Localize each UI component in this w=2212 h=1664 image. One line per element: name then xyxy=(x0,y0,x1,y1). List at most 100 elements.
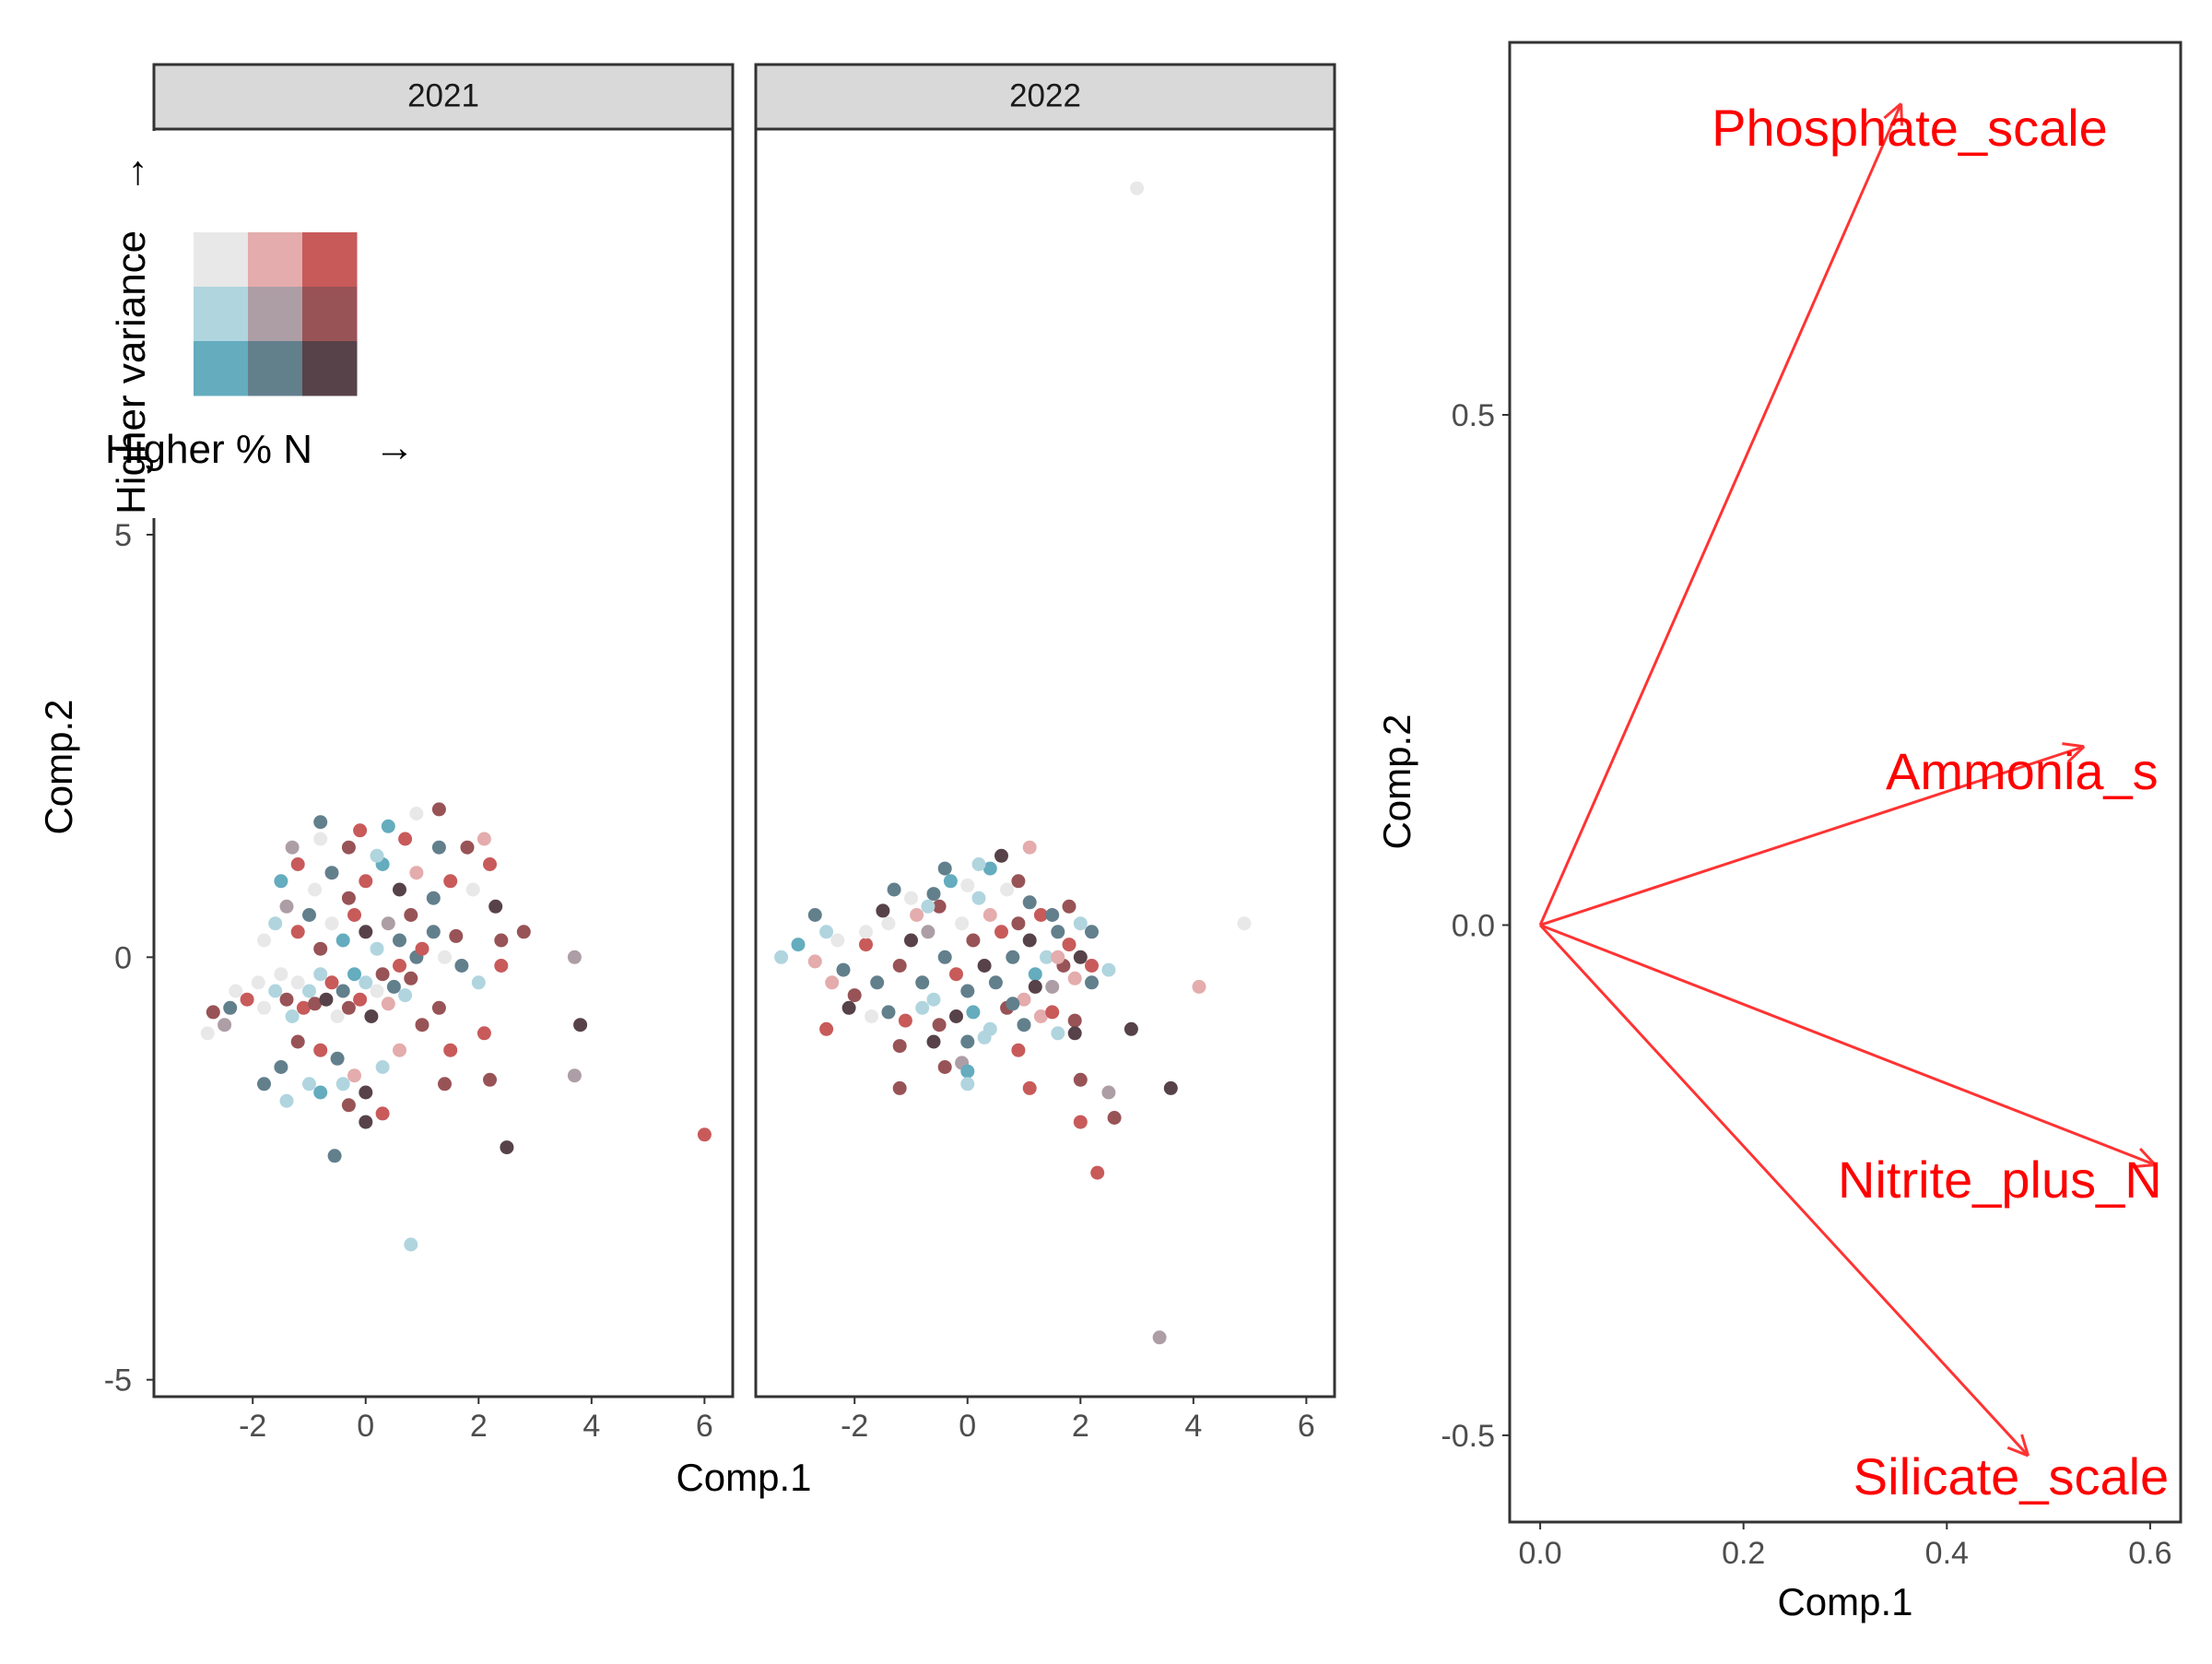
loading-vector-ammonia-scale xyxy=(1539,742,2086,926)
scatter-point xyxy=(335,933,350,948)
scatter-point xyxy=(449,928,464,943)
scatter-point xyxy=(438,1077,452,1092)
scatter-point xyxy=(971,891,986,905)
legend-color-cell xyxy=(248,287,303,342)
scatter-point xyxy=(375,1106,390,1121)
x-tick-label: 4 xyxy=(582,1409,600,1444)
x-tick-label: 6 xyxy=(1298,1409,1315,1444)
scatter-point xyxy=(1051,925,1065,939)
vector-arrowhead xyxy=(1883,102,1902,120)
scatter-point xyxy=(240,992,254,1007)
scatter-point xyxy=(279,1093,294,1108)
scatter-point xyxy=(465,882,480,897)
biplot-x-axis-title: Comp.1 xyxy=(1777,1580,1912,1623)
biplot-vector-labels: Phosphate_scale Ammonia_s Nitrite_plus_N… xyxy=(1712,99,2169,1505)
scatter-point xyxy=(330,1009,345,1023)
scatter-point xyxy=(483,1072,497,1087)
scatter-point xyxy=(1040,950,1053,964)
x-tick-label: 2 xyxy=(1072,1409,1089,1444)
scatter-point xyxy=(1022,1080,1037,1095)
biplot-axes: 0.0 0.2 0.4 0.6 -0.5 0.0 0.5 xyxy=(1441,398,2171,1571)
scatter-point xyxy=(290,975,305,990)
scatter-point xyxy=(341,1000,356,1015)
scatter-point xyxy=(1067,1026,1082,1041)
scatter-point xyxy=(1022,895,1037,910)
scatter-point xyxy=(477,832,491,846)
x-tick-label: 0.4 xyxy=(1925,1536,1969,1571)
scatter-point xyxy=(347,967,361,982)
scatter-point xyxy=(313,1085,328,1100)
scatter-point xyxy=(830,933,845,948)
legend-color-cell xyxy=(302,341,358,396)
scatter-point xyxy=(268,984,283,998)
scatter-point xyxy=(825,975,840,990)
scatter-point xyxy=(431,840,446,855)
scatter-point xyxy=(341,1098,356,1113)
scatter-point xyxy=(1045,979,1060,994)
scatter-point xyxy=(949,1009,963,1023)
scatter-point xyxy=(1045,908,1060,922)
facet-2022-panel: 2022 xyxy=(754,63,1336,1398)
scatter-point xyxy=(955,916,970,931)
scatter-point xyxy=(1192,979,1206,994)
scatter-point xyxy=(865,1009,879,1023)
scatter-point xyxy=(1124,1021,1138,1036)
legend-y-title-text: Higher variance xyxy=(109,230,154,514)
scatter-point xyxy=(426,925,441,939)
scatter-point xyxy=(364,1009,379,1023)
scatter-point xyxy=(1085,975,1099,990)
scatter-point xyxy=(454,959,469,973)
scatter-point xyxy=(398,832,413,846)
x-tick-label: 0 xyxy=(357,1409,374,1444)
scatter-point xyxy=(932,1018,947,1033)
scatter-point xyxy=(1073,1072,1088,1087)
scatter-point xyxy=(841,1000,856,1015)
scatter-point xyxy=(949,967,963,982)
scatter-point xyxy=(1107,1111,1122,1125)
x-tick-label: -2 xyxy=(239,1409,266,1444)
scatter-point xyxy=(1045,1005,1060,1020)
scatter-point xyxy=(697,1127,712,1142)
scatter-point xyxy=(290,925,305,939)
scatter-point xyxy=(302,984,316,998)
scatter-point xyxy=(937,950,952,964)
scatter-point xyxy=(257,1000,271,1015)
scatter-point xyxy=(915,975,930,990)
scatter-point xyxy=(567,1068,582,1083)
scatter-point xyxy=(404,971,418,985)
legend-color-cell xyxy=(248,341,303,396)
legend-x-title-text: Higher % N xyxy=(105,427,312,472)
biplot-frame xyxy=(1508,41,2183,1524)
scatter-point xyxy=(279,899,294,914)
scatter-point xyxy=(359,975,373,990)
scatter-point xyxy=(359,1115,373,1129)
scatter-point xyxy=(308,882,323,897)
vector-label-ammonia: Ammonia_s xyxy=(1886,742,2159,800)
scatter-point xyxy=(443,874,458,889)
scatter-point xyxy=(910,908,924,922)
scatter-point xyxy=(285,840,300,855)
scatter-point xyxy=(887,882,901,897)
scatter-point xyxy=(1085,925,1099,939)
scatter-point xyxy=(409,807,424,820)
scatter-point xyxy=(1130,181,1145,195)
scatter-point xyxy=(296,1000,311,1015)
scatter-point xyxy=(915,1000,930,1015)
scatter-point xyxy=(876,903,890,918)
scatter-point xyxy=(847,988,862,1003)
facet-2021-strip xyxy=(152,63,735,131)
scatter-point xyxy=(257,1077,271,1092)
scatter-point xyxy=(347,1068,361,1083)
scatter-point xyxy=(353,823,368,838)
scatter-point xyxy=(285,1009,300,1023)
scatter-point xyxy=(290,1034,305,1049)
scatter-point xyxy=(774,950,789,964)
scatter-point xyxy=(251,975,265,990)
scatter-point xyxy=(500,1140,514,1155)
scatter-point xyxy=(359,1085,373,1100)
x-tick-label: 0 xyxy=(959,1409,976,1444)
scatter-point xyxy=(393,882,406,897)
scatter-point xyxy=(200,1026,215,1041)
scatter-point xyxy=(892,1080,907,1095)
